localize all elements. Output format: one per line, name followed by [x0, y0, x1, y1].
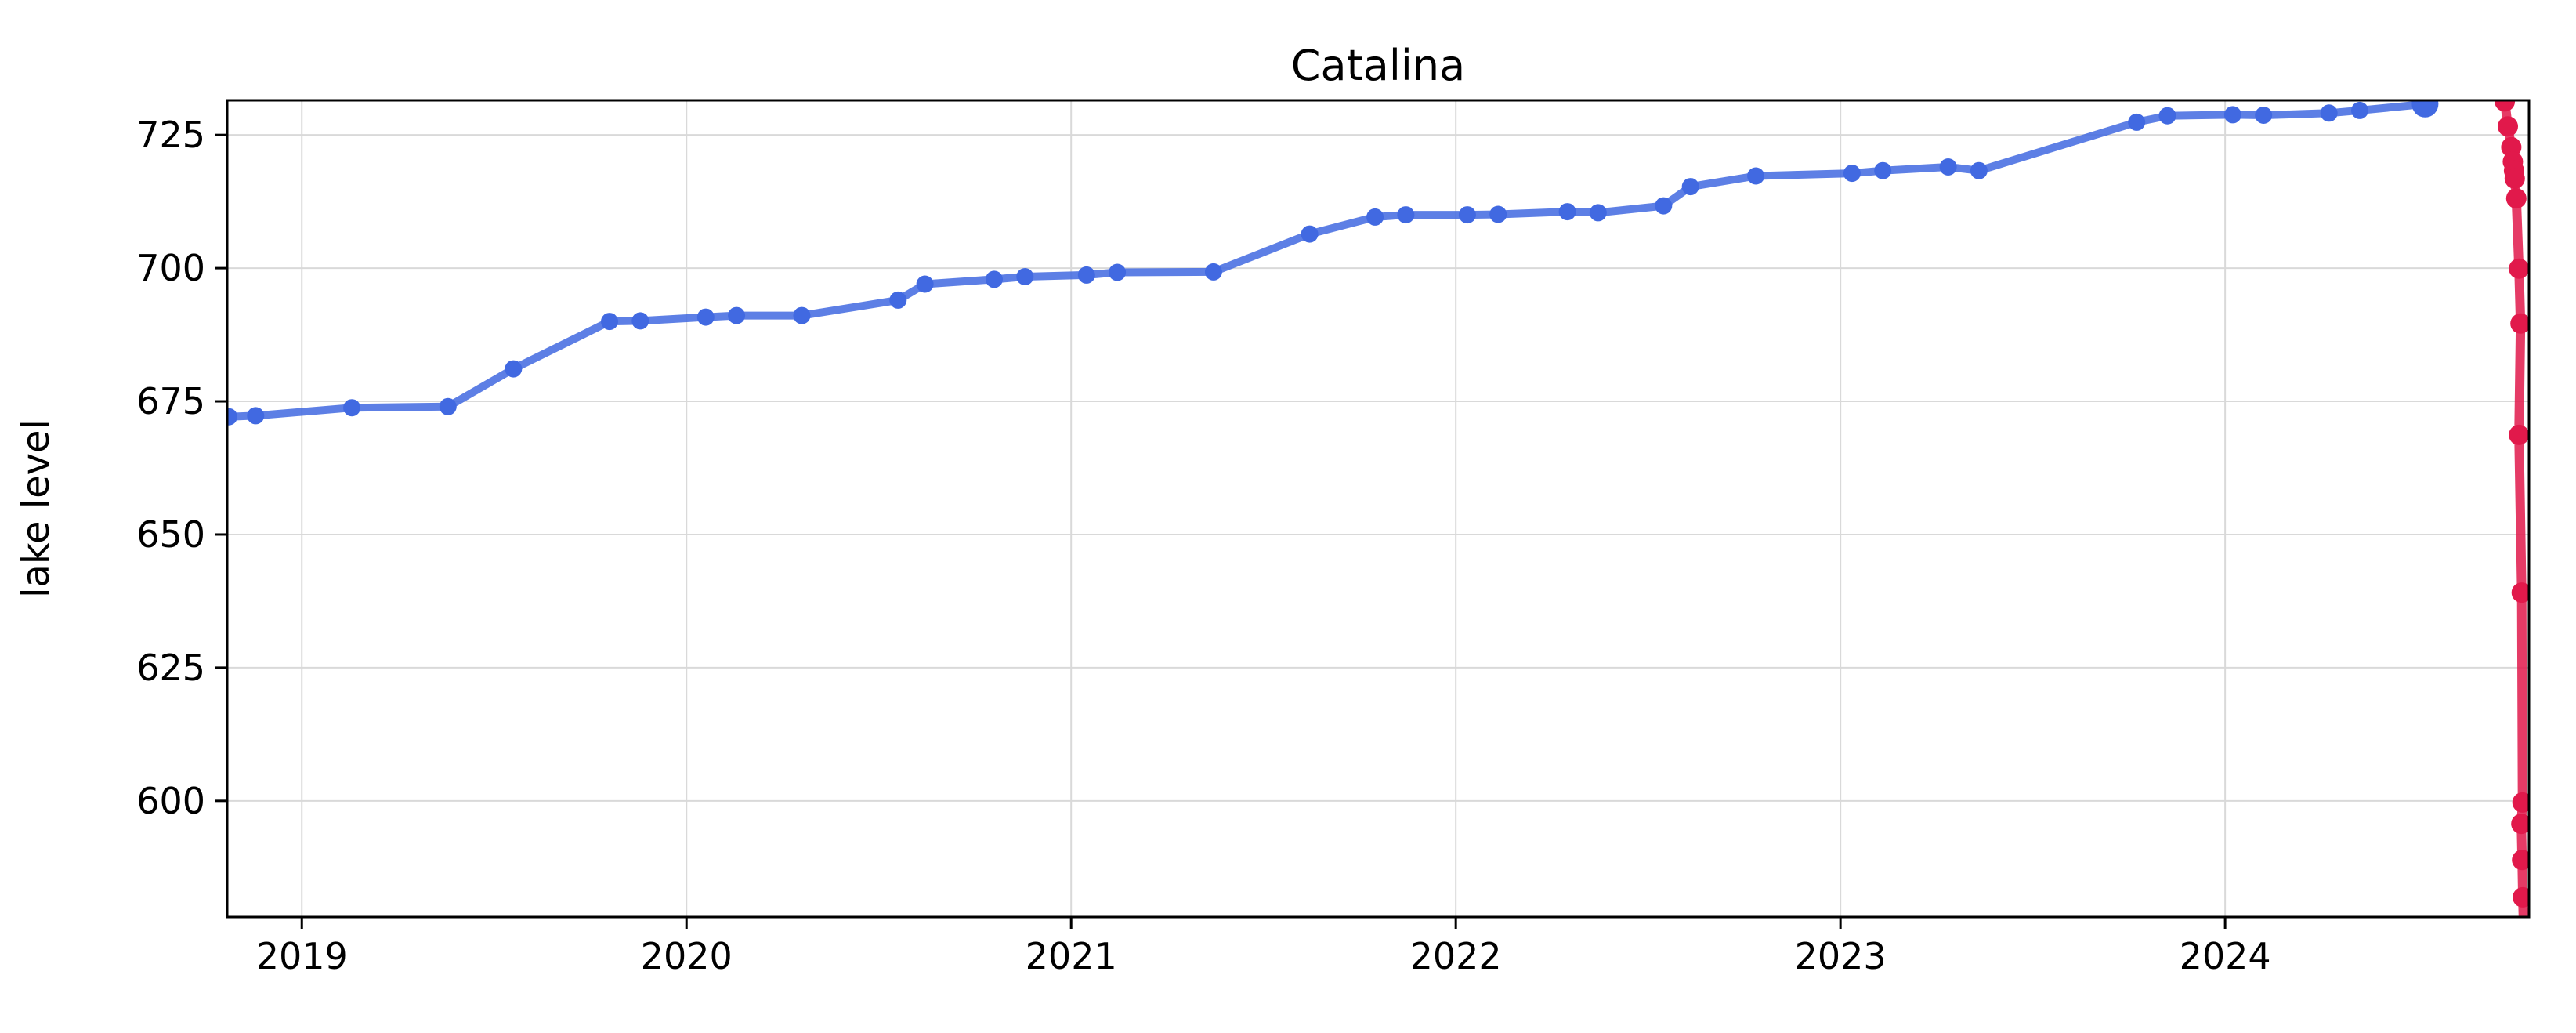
data-point-blue	[505, 360, 523, 378]
data-point-red	[2504, 168, 2525, 189]
data-point-red	[2495, 100, 2516, 112]
data-point-blue	[1655, 197, 1673, 215]
y-tick-label: 725	[136, 114, 205, 156]
x-tick-label: 2019	[256, 935, 348, 977]
data-point-blue	[793, 306, 811, 324]
data-point-blue	[439, 397, 457, 415]
series-line-blue	[227, 100, 2429, 421]
data-point-blue	[916, 275, 934, 293]
y-tick-label: 600	[136, 780, 205, 822]
y-axis-label: lake level	[14, 419, 58, 598]
data-point-blue	[1016, 268, 1034, 285]
data-point-blue	[1204, 263, 1222, 281]
data-point-blue	[1681, 178, 1699, 196]
data-point-blue	[1489, 205, 1507, 223]
data-point-blue	[1077, 266, 1095, 284]
data-point-blue	[601, 313, 618, 331]
data-point-blue	[728, 306, 746, 324]
x-axis-ticks: 2019 2020 2021 2022 2023 2024	[256, 917, 2271, 977]
chart-title: Catalina	[1291, 41, 1465, 90]
data-point-red	[2510, 313, 2529, 334]
data-point-red	[2513, 886, 2529, 908]
data-point-blue	[2411, 100, 2439, 118]
data-point-red	[2512, 792, 2529, 813]
y-tick-label: 625	[136, 647, 205, 689]
data-point-blue	[247, 407, 265, 425]
x-tick-label: 2020	[641, 935, 733, 977]
data-point-blue	[696, 308, 715, 326]
y-tick-label: 650	[136, 513, 205, 556]
data-point-blue	[1970, 161, 1988, 179]
data-point-blue	[1458, 206, 1476, 224]
data-point-blue	[2158, 107, 2176, 125]
data-point-blue	[1366, 208, 1384, 226]
data-point-blue	[1843, 165, 1861, 183]
data-point-red	[2511, 814, 2529, 835]
x-tick-label: 2022	[1410, 935, 1502, 977]
y-tick-label: 675	[136, 380, 205, 422]
x-tick-label: 2024	[2180, 935, 2271, 977]
data-point-blue	[1397, 206, 1415, 224]
data-point-blue	[2351, 101, 2368, 119]
data-point-red	[2505, 188, 2527, 209]
data-point-blue	[2320, 104, 2338, 122]
data-point-blue	[2223, 106, 2241, 124]
data-point-red	[2519, 915, 2528, 917]
data-point-blue	[1558, 203, 1576, 221]
plot-border	[226, 99, 2531, 919]
data-point-red	[2512, 850, 2529, 871]
data-point-blue	[631, 312, 649, 330]
data-point-red	[2509, 424, 2529, 445]
data-point-red	[2498, 116, 2518, 137]
data-point-blue	[343, 399, 361, 417]
grid-lines	[227, 100, 2529, 917]
data-point-blue	[1301, 225, 1319, 243]
data-point-blue	[1589, 204, 1607, 222]
data-point-blue	[2255, 107, 2273, 124]
y-axis-ticks: 600 625 650 675 700 725	[136, 114, 227, 822]
data-point-blue	[1747, 167, 1765, 185]
x-tick-label: 2023	[1795, 935, 1887, 977]
data-point-blue	[1109, 263, 1127, 281]
data-point-red	[2509, 258, 2529, 279]
data-point-blue	[2128, 113, 2146, 131]
y-tick-label: 700	[136, 247, 205, 289]
data-point-blue	[986, 270, 1003, 288]
data-point-blue	[889, 291, 907, 309]
data-point-blue	[227, 408, 237, 426]
data-point-blue	[1939, 158, 1957, 176]
x-tick-label: 2021	[1026, 935, 1117, 977]
data-point-blue	[1874, 161, 1892, 179]
data-point-red	[2511, 582, 2529, 603]
